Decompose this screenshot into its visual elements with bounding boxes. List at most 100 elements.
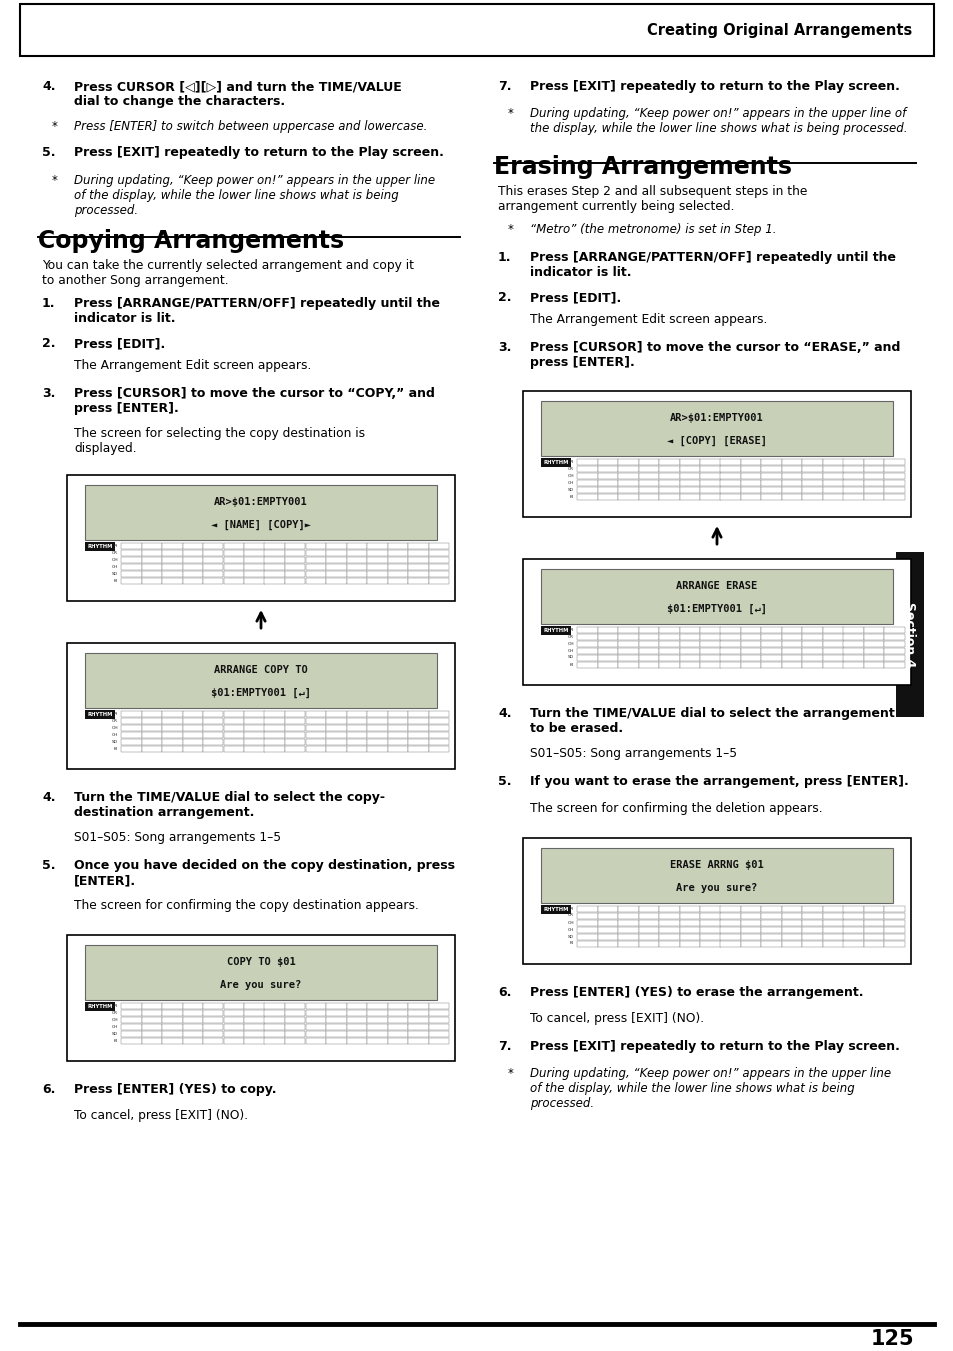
Bar: [428, 557, 449, 563]
Bar: [408, 1017, 428, 1023]
Bar: [720, 473, 740, 480]
Bar: [326, 732, 346, 738]
Bar: [305, 732, 326, 738]
Bar: [659, 634, 679, 640]
Bar: [162, 1002, 182, 1009]
Bar: [326, 1009, 346, 1016]
Bar: [863, 627, 883, 634]
Bar: [121, 1002, 141, 1009]
Bar: [244, 746, 264, 753]
Bar: [760, 934, 781, 940]
Bar: [203, 1002, 223, 1009]
Text: The Arrangement Edit screen appears.: The Arrangement Edit screen appears.: [74, 359, 311, 372]
Bar: [801, 940, 822, 947]
Text: Are you sure?: Are you sure?: [676, 882, 757, 893]
Bar: [141, 725, 162, 731]
Bar: [883, 913, 904, 919]
Bar: [223, 1038, 244, 1044]
Bar: [85, 944, 436, 1000]
Bar: [367, 1002, 387, 1009]
Text: AR>$01:EMPTY001: AR>$01:EMPTY001: [669, 412, 763, 423]
Bar: [863, 920, 883, 925]
Bar: [223, 725, 244, 731]
Text: SD: SD: [567, 935, 574, 939]
Bar: [141, 1002, 162, 1009]
Bar: [540, 848, 892, 902]
Bar: [408, 557, 428, 563]
Text: Press [EDIT].: Press [EDIT].: [530, 290, 620, 304]
Bar: [141, 571, 162, 577]
Bar: [740, 459, 760, 465]
Bar: [842, 640, 863, 647]
Bar: [141, 739, 162, 744]
Bar: [863, 459, 883, 465]
Bar: [408, 543, 428, 549]
Bar: [781, 459, 801, 465]
Bar: [597, 640, 618, 647]
Bar: [121, 1031, 141, 1038]
Bar: [428, 571, 449, 577]
Text: Press [ENTER] to switch between uppercase and lowercase.: Press [ENTER] to switch between uppercas…: [74, 120, 427, 132]
Bar: [326, 563, 346, 570]
Bar: [659, 627, 679, 634]
Bar: [285, 557, 305, 563]
Bar: [781, 480, 801, 486]
Bar: [162, 717, 182, 724]
Bar: [638, 459, 659, 465]
Bar: [244, 578, 264, 584]
Bar: [740, 655, 760, 661]
Bar: [244, 557, 264, 563]
Bar: [408, 732, 428, 738]
Bar: [822, 648, 842, 654]
Text: CR: CR: [567, 466, 574, 470]
Bar: [781, 905, 801, 912]
Text: Are you sure?: Are you sure?: [220, 979, 301, 989]
Text: $01:EMPTY001 [↵]: $01:EMPTY001 [↵]: [666, 604, 766, 613]
Bar: [781, 486, 801, 493]
Bar: [305, 543, 326, 549]
Bar: [121, 711, 141, 717]
Text: Press [CURSOR] to move the cursor to “COPY,” and
press [ENTER].: Press [CURSOR] to move the cursor to “CO…: [74, 386, 435, 415]
Text: 5.: 5.: [42, 859, 55, 871]
Bar: [141, 1024, 162, 1029]
Bar: [760, 494, 781, 500]
Bar: [203, 1009, 223, 1016]
Bar: [162, 1017, 182, 1023]
Bar: [760, 648, 781, 654]
Bar: [740, 486, 760, 493]
Bar: [141, 563, 162, 570]
Bar: [842, 459, 863, 465]
Bar: [244, 725, 264, 731]
Bar: [842, 934, 863, 940]
Bar: [883, 940, 904, 947]
Bar: [577, 662, 597, 667]
Bar: [822, 459, 842, 465]
Bar: [367, 550, 387, 557]
Bar: [162, 550, 182, 557]
Bar: [577, 627, 597, 634]
Bar: [760, 486, 781, 493]
Bar: [203, 557, 223, 563]
Bar: [182, 1031, 203, 1038]
Bar: [367, 725, 387, 731]
Bar: [182, 732, 203, 738]
Text: KI: KI: [113, 1039, 118, 1043]
Bar: [760, 905, 781, 912]
Bar: [883, 927, 904, 934]
Bar: [659, 494, 679, 500]
Bar: [223, 1031, 244, 1038]
Bar: [428, 717, 449, 724]
Bar: [618, 927, 638, 934]
Bar: [305, 1024, 326, 1029]
Bar: [801, 480, 822, 486]
Bar: [121, 746, 141, 753]
Text: 5.: 5.: [497, 775, 511, 788]
Bar: [387, 543, 408, 549]
Bar: [760, 920, 781, 925]
Bar: [408, 550, 428, 557]
Bar: [638, 627, 659, 634]
Bar: [428, 563, 449, 570]
Bar: [141, 557, 162, 563]
Bar: [244, 563, 264, 570]
Text: Press [CURSOR] to move the cursor to “ERASE,” and
press [ENTER].: Press [CURSOR] to move the cursor to “ER…: [530, 340, 900, 369]
